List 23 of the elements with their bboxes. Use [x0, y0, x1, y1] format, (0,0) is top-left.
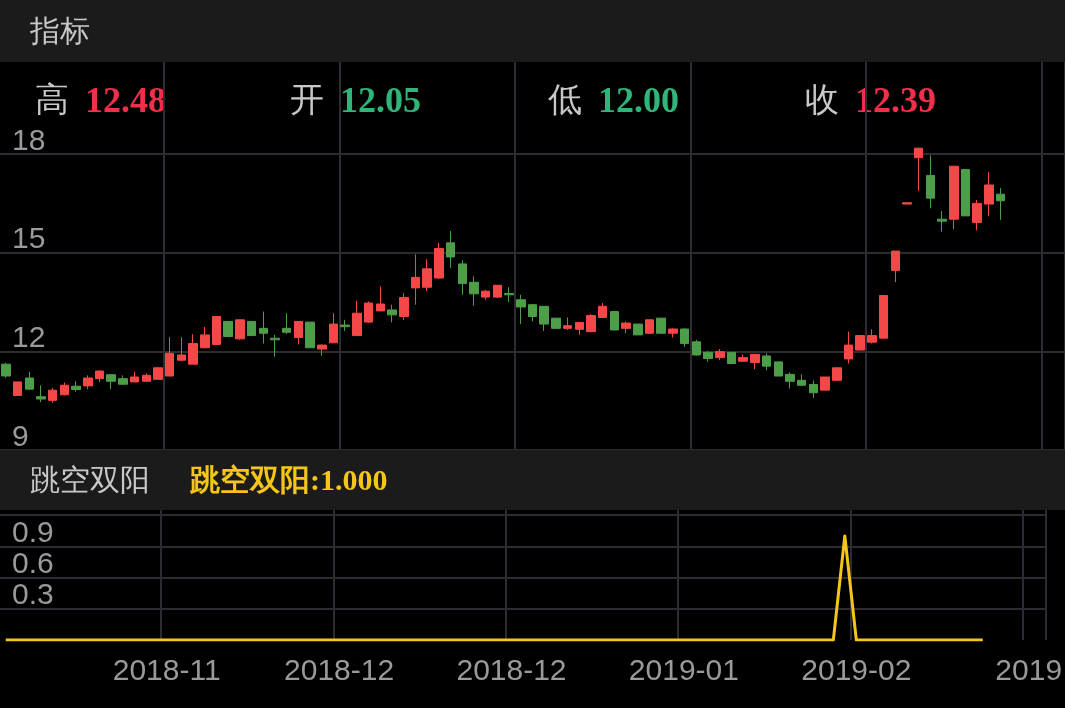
chart-title: 指标 [0, 0, 1065, 62]
x-tick-label: 2019-01 [628, 652, 739, 686]
y-tick-label: 12 [12, 319, 46, 353]
y-tick-label: 18 [12, 122, 46, 156]
annotation: 收 [805, 79, 839, 119]
y-tick-label: 0.3 [12, 577, 54, 611]
annotation: 高 [35, 79, 69, 119]
annotation: 12.05 [340, 80, 421, 120]
annotation: 12.00 [598, 80, 679, 120]
annotation: 低 [548, 79, 582, 119]
y-tick-label: 15 [12, 221, 46, 255]
annotation: 12.48 [85, 80, 166, 120]
x-tick-label: 2019 [995, 652, 1063, 686]
y-tick-label: 0.9 [12, 514, 54, 548]
y-tick-label: 0.6 [12, 546, 54, 580]
x-tick-label: 2018-12 [284, 652, 395, 686]
y-tick-label: 9 [12, 418, 29, 452]
x-tick-label: 2019-02 [801, 652, 912, 686]
x-tick-label: 2018-11 [112, 652, 221, 686]
text: 跳空双阳:1.000 [190, 463, 388, 496]
chart-title: 跳空双阳 [30, 462, 150, 497]
x-tick-label: 2018-12 [456, 652, 567, 686]
annotation: 开 [290, 79, 324, 119]
